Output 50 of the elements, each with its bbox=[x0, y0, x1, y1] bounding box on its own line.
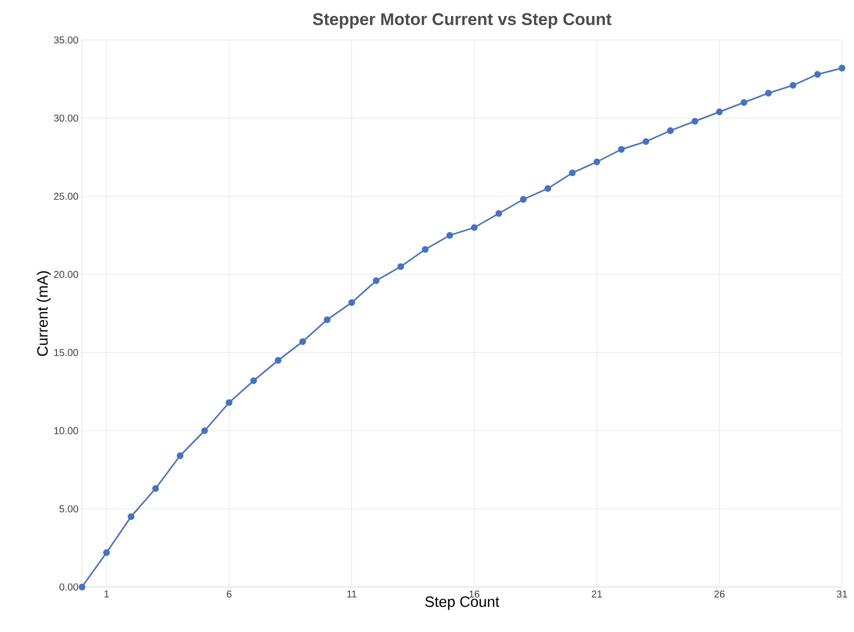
point bbox=[226, 399, 232, 406]
point bbox=[299, 338, 306, 345]
point bbox=[128, 513, 134, 520]
point bbox=[520, 196, 527, 203]
point bbox=[594, 158, 600, 166]
point bbox=[397, 263, 404, 270]
x-tick-label: 1 bbox=[104, 590, 109, 598]
y-tick-label: 15.00 bbox=[54, 349, 78, 356]
x-tick-label: 6 bbox=[226, 590, 232, 598]
y-tick-label: 25.00 bbox=[54, 192, 78, 200]
y-tick-label: 0.00 bbox=[59, 583, 78, 591]
point bbox=[103, 549, 110, 556]
y-tick-label: 10.00 bbox=[54, 427, 78, 434]
x-tick-label: 21 bbox=[592, 590, 602, 598]
point bbox=[544, 185, 552, 192]
point bbox=[201, 427, 208, 434]
point bbox=[152, 485, 159, 492]
x-tick-label: 16 bbox=[469, 590, 480, 598]
point bbox=[324, 316, 331, 324]
point bbox=[470, 224, 478, 231]
point bbox=[495, 210, 502, 217]
x-axis-title: Step Count bbox=[425, 596, 500, 610]
x-tick-label: 31 bbox=[836, 590, 848, 598]
chart-title: Stepper Motor Current vs Step Count bbox=[312, 13, 612, 28]
point bbox=[642, 138, 650, 145]
point bbox=[692, 118, 698, 125]
x-tick-label: 11 bbox=[347, 590, 356, 598]
point bbox=[618, 146, 625, 153]
point bbox=[765, 90, 772, 96]
y-tick-label: 30.00 bbox=[54, 114, 78, 122]
point bbox=[667, 127, 674, 134]
point bbox=[740, 99, 748, 106]
y-tick-label: 5.00 bbox=[60, 505, 78, 512]
point bbox=[250, 377, 257, 384]
point bbox=[568, 169, 576, 176]
point bbox=[422, 246, 429, 253]
x-tick-label: 26 bbox=[714, 590, 725, 598]
point bbox=[274, 357, 282, 364]
point bbox=[348, 299, 356, 306]
y-tick-label: 35.00 bbox=[54, 36, 78, 44]
y-axis-title: Current (mA) bbox=[36, 271, 51, 356]
point bbox=[814, 71, 821, 78]
y-tick-label: 20.00 bbox=[54, 270, 78, 278]
point bbox=[838, 64, 846, 72]
point bbox=[790, 82, 796, 89]
point bbox=[78, 584, 86, 590]
point bbox=[446, 232, 454, 239]
point bbox=[372, 277, 380, 284]
point bbox=[176, 452, 184, 460]
point bbox=[716, 108, 723, 116]
